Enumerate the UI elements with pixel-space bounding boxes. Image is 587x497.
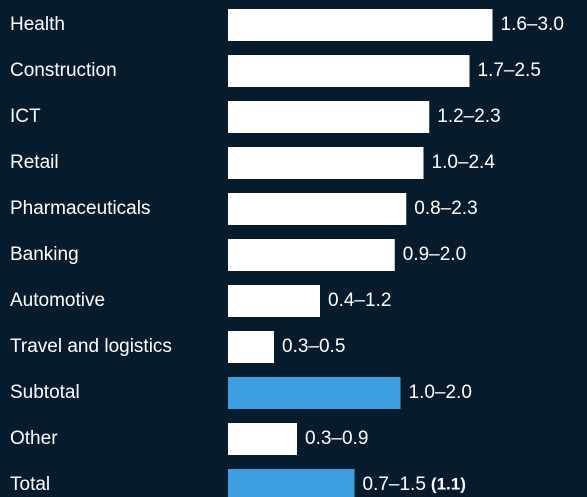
value-label: 0.9–2.0 <box>403 244 466 265</box>
value-label: 1.0–2.4 <box>432 152 496 173</box>
bar <box>228 239 395 271</box>
category-label: Pharmaceuticals <box>10 198 150 219</box>
category-label: Automotive <box>10 290 105 311</box>
category-label: Banking <box>10 244 79 265</box>
value-label: 1.0–2.0 <box>409 382 472 403</box>
value-label: 0.4–1.2 <box>328 290 391 311</box>
bar <box>228 285 320 317</box>
bar <box>228 377 401 409</box>
value-label: 0.3–0.5 <box>282 336 345 357</box>
bar <box>228 423 297 455</box>
value-label: 1.2–2.3 <box>437 106 500 127</box>
category-label: ICT <box>10 106 41 127</box>
category-label: Travel and logistics <box>10 336 172 357</box>
category-label: Health <box>10 14 65 35</box>
category-label: Retail <box>10 152 59 173</box>
bar <box>228 55 470 87</box>
value-label: 0.3–0.9 <box>305 428 368 449</box>
category-label: Construction <box>10 60 117 81</box>
bar <box>228 9 493 41</box>
value-label: 1.7–2.5 <box>478 60 541 81</box>
category-label: Subtotal <box>10 382 80 403</box>
category-label: Other <box>10 428 58 449</box>
bar <box>228 331 274 363</box>
bar <box>228 147 424 179</box>
value-label: 1.6–3.0 <box>501 14 564 35</box>
value-label: 0.7–1.5 <box>363 474 426 495</box>
category-label: Total <box>10 474 50 495</box>
bar <box>228 101 430 133</box>
value-label: 0.8–2.3 <box>414 198 477 219</box>
bar <box>228 469 355 497</box>
bar <box>228 193 407 225</box>
annotation: (1.1) <box>431 474 466 493</box>
